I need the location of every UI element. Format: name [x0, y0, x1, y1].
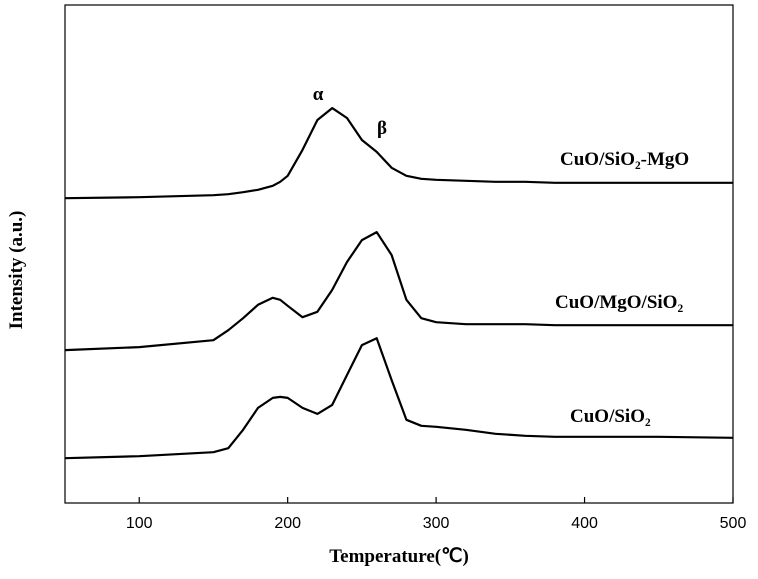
- x-tick-label: 200: [274, 515, 301, 532]
- x-tick-label: 100: [126, 515, 153, 532]
- peak-annotation: β: [377, 118, 387, 139]
- series-line: [64, 337, 734, 460]
- series-line: [64, 107, 733, 200]
- x-axis-label: Temperature(℃): [329, 546, 469, 567]
- series-line: [64, 231, 733, 352]
- plot-frame: [64, 4, 734, 504]
- series-label: CuO/SiO₂: [570, 406, 651, 427]
- x-tick-label: 300: [423, 515, 450, 532]
- y-axis-label: Intensity (a.u.): [6, 211, 27, 330]
- x-tick-label: 500: [720, 515, 747, 532]
- x-tick-label: 400: [571, 515, 598, 532]
- series-label: CuO/MgO/SiO₂: [555, 292, 683, 313]
- series-label: CuO/SiO₂-MgO: [560, 149, 689, 170]
- peak-annotation: α: [313, 84, 324, 105]
